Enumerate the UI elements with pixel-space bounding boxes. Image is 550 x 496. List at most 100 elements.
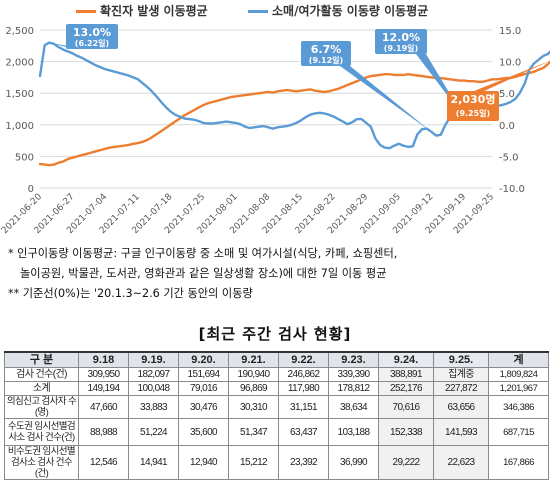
- callout-date: (6.22일): [75, 38, 109, 48]
- callout-box: [66, 24, 118, 49]
- y-left-tick-label: 500: [15, 152, 34, 163]
- table-cell: 22,623: [433, 445, 489, 480]
- table-row: 의심신고 검사자 수(명) 47,660 33,883 30,476 30,31…: [4, 395, 549, 419]
- table-cell: 103,188: [328, 418, 379, 446]
- row-label: 검사 건수(건): [4, 367, 79, 382]
- header-cell: 9.25.: [433, 351, 489, 368]
- callouts: 13.0%(6.22일) 6.7%(9.12일) 12.0%(9.19일) 2,030…: [49, 24, 550, 132]
- table-title: [최근 주간 검사 현황]: [198, 325, 352, 343]
- table-cell: 96,869: [228, 381, 279, 396]
- legend-label-mobility: 소매/여가활동 이동량 이동평균: [272, 4, 429, 18]
- y-right-tick-label: 10.0: [499, 58, 521, 69]
- table-cell: 30,310: [228, 395, 279, 419]
- y-left-tick-label: 0: [28, 184, 34, 195]
- table-cell: 30,476: [178, 395, 229, 419]
- note-line-2: 놀이공원, 박물관, 도서관, 영화관과 같은 일상생활 장소)에 대한 7일 …: [20, 267, 387, 280]
- row-label: 의심신고 검사자 수(명): [4, 395, 79, 419]
- y-right-tick-label: -5.0: [499, 152, 519, 163]
- header-cell: 9.24.: [378, 351, 434, 368]
- header-cell: 9.21.: [228, 351, 279, 368]
- table-cell: 33,883: [128, 395, 179, 419]
- callout-value: 13.0%: [73, 26, 111, 39]
- table-row: 검사 건수(건) 309,950 182,097 151,694 190,940…: [4, 367, 549, 382]
- table-cell: 152,338: [378, 418, 434, 446]
- header-cell: 9.23.: [328, 351, 379, 368]
- table-cell: 79,016: [178, 381, 229, 396]
- table-cell: 149,194: [78, 381, 129, 396]
- header-cell: 9.22.: [278, 351, 329, 368]
- callout-date: (9.25일): [456, 108, 490, 118]
- header-cell: 9.18: [78, 351, 129, 368]
- table-cell: 12,940: [178, 445, 229, 480]
- callout-value: 6.7%: [311, 43, 342, 56]
- table-row: 수도권 임시선별검사소 검사 건수(건) 88,988 51,224 35,60…: [4, 418, 549, 446]
- table-cell: 31,151: [278, 395, 329, 419]
- table-cell: 178,812: [328, 381, 379, 396]
- test-status-table: 구 분 9.18 9.19. 9.20. 9.21. 9.22. 9.23. 9…: [4, 351, 549, 480]
- note-line-1: * 인구이동량 이동평균: 구글 인구이동량 중 소매 및 여가시설(식당, 카…: [8, 247, 398, 260]
- y-right-tick-label: -10.0: [499, 184, 525, 195]
- table-cell: 47,660: [78, 395, 129, 419]
- table-cell: 227,872: [433, 381, 489, 396]
- table-cell: 1,809,824: [488, 367, 549, 382]
- table-cell: 23,392: [278, 445, 329, 480]
- y-left-tick-label: 1,000: [5, 121, 34, 132]
- y-left-tick-label: 2,000: [5, 58, 34, 69]
- header-cell: 구 분: [4, 351, 79, 368]
- table-cell: 100,048: [128, 381, 179, 396]
- table-row: 소계 149,194 100,048 79,016 96,869 117,980…: [4, 381, 549, 396]
- header-cell: 9.19.: [128, 351, 179, 368]
- y-left-tick-label: 2,500: [5, 26, 34, 37]
- table-cell: 339,390: [328, 367, 379, 382]
- series-line-confirmed: [38, 60, 550, 167]
- header-cell: 계: [488, 351, 549, 368]
- callout-box: [375, 29, 427, 54]
- table-cell: 141,593: [433, 418, 489, 446]
- legend-item-mobility: 소매/여가활동 이동량 이동평균: [248, 2, 428, 19]
- table-cell: 70,616: [378, 395, 434, 419]
- callout-date: (9.12일): [309, 55, 343, 65]
- table-cell: 36,990: [328, 445, 379, 480]
- table-cell: 35,600: [178, 418, 229, 446]
- table-cell: 309,950: [78, 367, 129, 382]
- chart-notes: * 인구이동량 이동평균: 구글 인구이동량 중 소매 및 여가시설(식당, 카…: [8, 244, 548, 304]
- table-cell: 51,224: [128, 418, 179, 446]
- table-cell: 63,437: [278, 418, 329, 446]
- y-right-tick-label: 5.0: [499, 89, 515, 100]
- table-cell: 15,212: [228, 445, 279, 480]
- header-cell: 9.20.: [178, 351, 229, 368]
- note-line-3: ** 기준선(0%)는 '20.1.3~2.6 기간 동안의 이동량: [8, 287, 253, 300]
- chart-legend: 확진자 발생 이동평균 소매/여가활동 이동량 이동평균: [76, 2, 516, 18]
- row-label: 수도권 임시선별검사소 검사 건수(건): [4, 418, 79, 446]
- callout-pointer: [474, 60, 550, 91]
- table-cell: 687,715: [488, 418, 549, 446]
- row-label: 소계: [4, 381, 79, 396]
- table-cell: 63,656: [433, 395, 489, 419]
- table-cell: 151,694: [178, 367, 229, 382]
- legend-label-confirmed: 확진자 발생 이동평균: [100, 4, 208, 18]
- callout-box: [447, 91, 499, 121]
- table-header-row: 구 분 9.18 9.19. 9.20. 9.21. 9.22. 9.23. 9…: [4, 351, 549, 368]
- table-cell: 182,097: [128, 367, 179, 382]
- left-y-axis: 0 500 1,000 1,500 2,000 2,500: [5, 26, 34, 195]
- y-right-tick-label: 15.0: [499, 26, 521, 37]
- table-cell: 246,862: [278, 367, 329, 382]
- table-cell: 집계중: [433, 367, 489, 382]
- y-left-tick-label: 1,500: [5, 89, 34, 100]
- callout-value: 2,030명: [451, 92, 496, 106]
- table-cell: 167,866: [488, 445, 549, 480]
- row-label: 비수도권 임시선별검사소 검사 건수(건): [4, 445, 79, 480]
- right-y-axis: -10.0 -5.0 0.0 5.0 10.0 15.0: [499, 26, 525, 195]
- table-cell: 1,201,967: [488, 381, 549, 396]
- table-cell: 117,980: [278, 381, 329, 396]
- table-cell: 29,222: [378, 445, 434, 480]
- table-cell: 388,891: [378, 367, 434, 382]
- y-right-tick-label: 0.0: [499, 121, 515, 132]
- callout-pointer: [340, 66, 432, 132]
- line-chart: 0 500 1,000 1,500 2,000 2,500 -10.0 -5.0 0.0 5.0…: [0, 24, 550, 236]
- legend-swatch-orange: [76, 10, 96, 13]
- table-row: 비수도권 임시선별검사소 검사 건수(건) 12,546 14,941 12,9…: [4, 445, 549, 480]
- legend-swatch-blue: [248, 10, 268, 13]
- table-cell: 88,988: [78, 418, 129, 446]
- callout-value: 12.0%: [382, 31, 420, 44]
